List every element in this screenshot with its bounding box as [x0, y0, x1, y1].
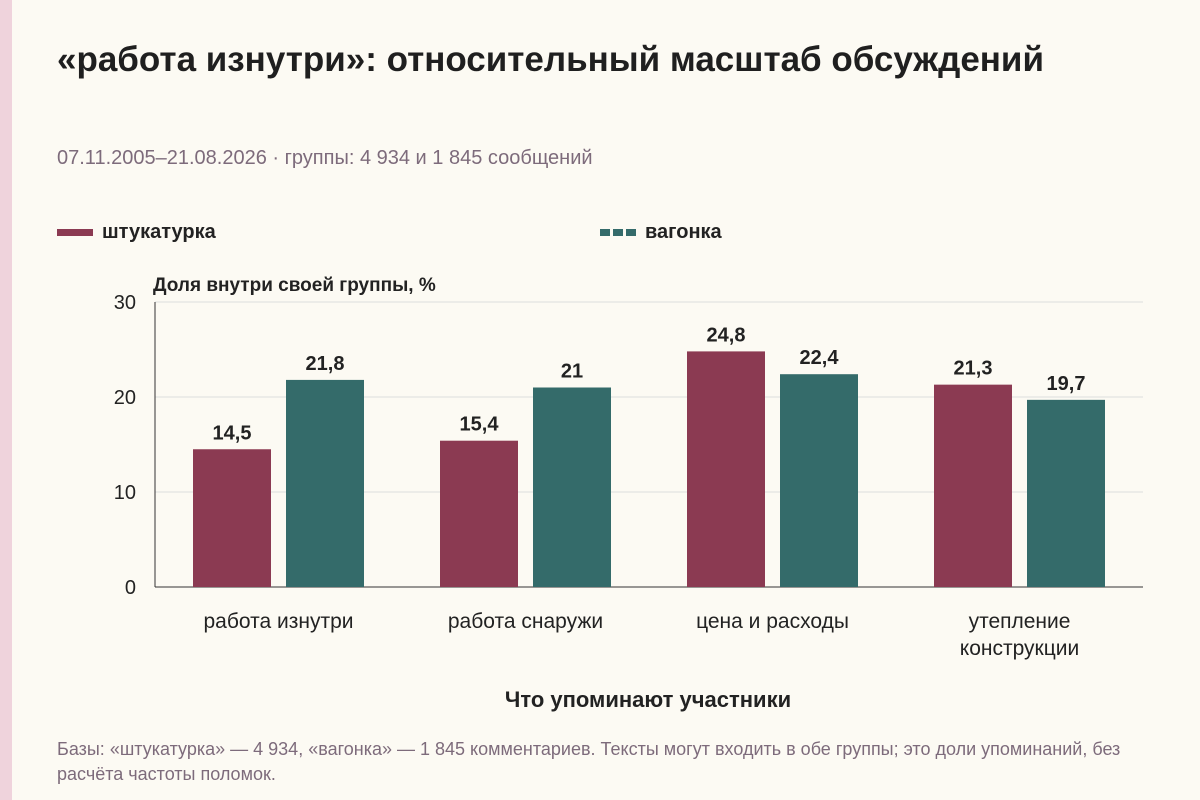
legend-item-shtukaturka: штукатурка [57, 221, 216, 244]
data-label: 21,3 [954, 358, 993, 380]
x-tick-label: работа изнутри [204, 610, 354, 633]
bar [934, 384, 1012, 587]
y-tick-label: 10 [114, 482, 136, 504]
x-axis-label: Что упоминают участники [505, 687, 791, 712]
bar [687, 351, 765, 587]
bar [286, 379, 364, 587]
chart-subtitle: 07.11.2005–21.08.2026 · группы: 4 934 и … [57, 147, 593, 169]
bar [533, 387, 611, 587]
y-tick-label: 0 [125, 577, 136, 599]
legend-label-vagonka: вагонка [645, 221, 722, 243]
legend-swatch-shtukaturka [57, 229, 93, 236]
bar [1027, 399, 1105, 587]
footnote: Базы: «штукатурка» — 4 934, «вагонка» — … [57, 739, 1121, 784]
data-label: 15,4 [460, 414, 500, 436]
data-label: 14,5 [213, 422, 252, 444]
data-label: 22,4 [800, 347, 840, 369]
bar [193, 449, 271, 587]
chart-title: «работа изнутри»: относительный масштаб … [57, 40, 1044, 79]
left-edge-accent [0, 0, 12, 800]
data-label: 24,8 [707, 324, 746, 346]
data-label: 19,7 [1047, 373, 1086, 395]
y-tick-label: 30 [114, 292, 136, 314]
x-tick-label: цена и расходы [696, 610, 849, 633]
legend-item-vagonka: вагонка [600, 221, 722, 244]
bar [780, 374, 858, 587]
x-tick-label: конструкции [960, 637, 1079, 660]
y-axis-label: Доля внутри своей группы, % [153, 275, 436, 296]
bar [440, 440, 518, 587]
y-tick-label: 20 [114, 387, 136, 409]
data-label: 21 [561, 361, 583, 383]
x-tick-label: утепление [969, 610, 1071, 633]
x-tick-label: работа снаружи [448, 610, 603, 633]
legend-label-shtukaturka: штукатурка [102, 221, 216, 243]
legend-swatch-vagonka [600, 229, 636, 236]
data-label: 21,8 [306, 353, 345, 375]
legend: штукатурка вагонка [0, 221, 1200, 251]
